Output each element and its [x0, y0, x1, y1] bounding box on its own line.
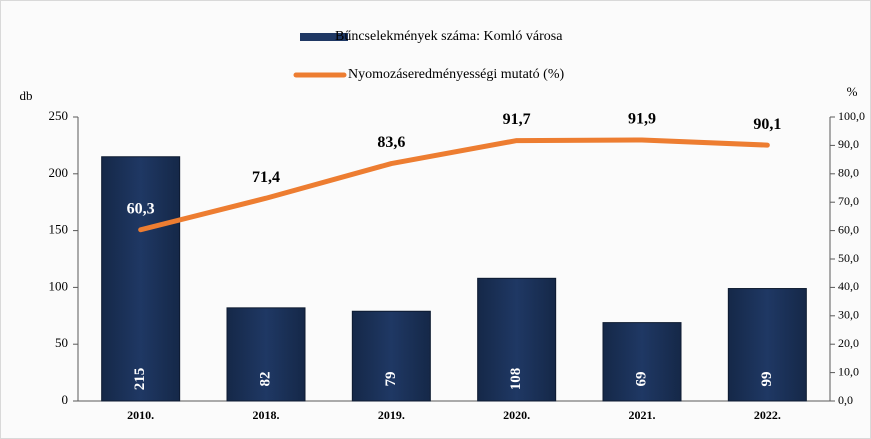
- x-tick-label: 2018.: [253, 408, 280, 422]
- line-value-label: 83,6: [377, 134, 405, 151]
- x-tick-label: 2021.: [629, 408, 656, 422]
- y-tick-label: 150: [49, 222, 69, 237]
- y-tick-label: 200: [49, 165, 69, 180]
- bar-value-label: 82: [257, 372, 273, 387]
- y-tick-label: 100: [49, 278, 69, 293]
- y2-tick-label: 20,0: [838, 336, 859, 350]
- line-value-label: 90,1: [753, 116, 781, 133]
- bar-value-label: 79: [383, 372, 399, 387]
- y2-tick-label: 90,0: [838, 137, 859, 151]
- y2-tick-label: 50,0: [838, 251, 859, 265]
- bar: [102, 157, 180, 401]
- line-value-label: 60,3: [127, 200, 155, 217]
- y2-tick-label: 30,0: [838, 308, 859, 322]
- y2-tick-label: 60,0: [838, 222, 859, 236]
- x-tick-label: 2020.: [503, 408, 530, 422]
- bar: [352, 311, 430, 401]
- bar: [603, 323, 681, 401]
- y2-tick-label: 70,0: [838, 194, 859, 208]
- y2-tick-label: 80,0: [838, 166, 859, 180]
- chart: db % 0 50 100 150 200 250 0,0 10,0 20,0 30,0 40,0 5…: [0, 0, 871, 439]
- bar-value-label: 69: [633, 372, 649, 387]
- line-value-label: 91,9: [628, 111, 656, 128]
- y2-tick-label: 10,0: [838, 364, 859, 378]
- y-axis-label: db: [20, 88, 33, 103]
- line-value-label: 91,7: [503, 111, 531, 128]
- y2-tick-label: 0,0: [838, 393, 853, 407]
- legend-label: Nyomozáseredményességi mutató (%): [348, 67, 564, 82]
- y-tick-label: 0: [62, 392, 69, 407]
- y-tick-label: 50: [55, 335, 68, 350]
- legend-label: Bűncselekmények száma: Komló városa: [335, 29, 563, 44]
- y2-tick-label: 40,0: [838, 279, 859, 293]
- bar-value-label: 99: [759, 372, 775, 387]
- y2-tick-label: 100,0: [838, 109, 865, 123]
- bar-value-label: 215: [132, 368, 148, 391]
- x-tick-label: 2019.: [378, 408, 405, 422]
- x-tick-label: 2010.: [127, 408, 154, 422]
- y2-axis-label: %: [847, 84, 858, 99]
- line-value-label: 71,4: [252, 169, 280, 186]
- y-tick-label: 250: [49, 108, 69, 123]
- bar-value-label: 108: [508, 368, 524, 391]
- x-tick-label: 2022.: [754, 408, 781, 422]
